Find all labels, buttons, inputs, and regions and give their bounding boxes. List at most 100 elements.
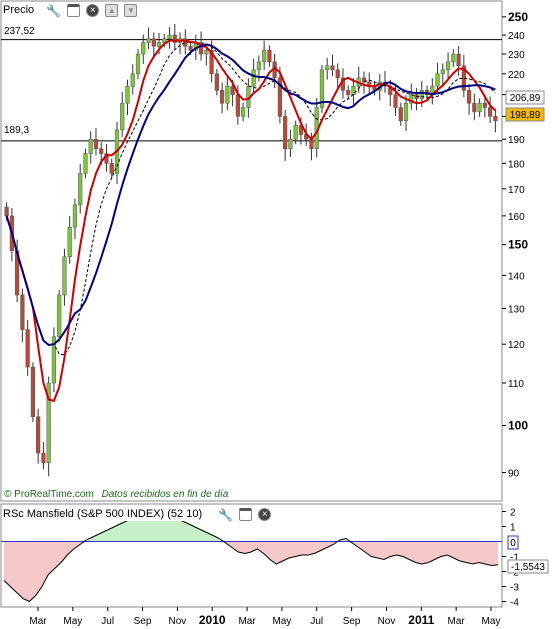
close-icon[interactable]: × bbox=[86, 3, 100, 17]
arrow-up-icon[interactable]: ▲ bbox=[105, 3, 119, 17]
arrow-down-icon[interactable]: ▼ bbox=[124, 3, 138, 17]
price-badge: 198,89 bbox=[510, 110, 541, 121]
candle-body bbox=[482, 102, 487, 108]
ma-badge: 206,89 bbox=[510, 93, 541, 104]
x-tick-label: Nov bbox=[168, 616, 186, 627]
rs-value-badge: -1,5543 bbox=[511, 562, 545, 573]
rs-y-tick-label: -3 bbox=[510, 583, 519, 594]
y-tick-label: 110 bbox=[508, 379, 524, 390]
candle-body bbox=[467, 90, 472, 104]
x-tick-label: May bbox=[272, 616, 291, 627]
candle-body bbox=[403, 102, 409, 122]
watermark: © ProRealTime.com Datos recibidos en fin… bbox=[4, 489, 229, 500]
candle-body bbox=[351, 85, 356, 95]
candle-body bbox=[445, 61, 451, 71]
y-tick-label: 230 bbox=[508, 50, 525, 61]
rs-value-badge-bg bbox=[507, 559, 549, 574]
candle-body bbox=[4, 206, 9, 217]
rs-y-tick-label: -1 bbox=[510, 553, 519, 564]
candle-body bbox=[451, 53, 456, 63]
candle-body bbox=[477, 102, 482, 113]
candle-body bbox=[235, 94, 240, 117]
rs-y-tick-label: -4 bbox=[510, 598, 519, 609]
main-panel-title: Precio bbox=[3, 4, 35, 16]
candle-body bbox=[72, 204, 78, 228]
rs-zero-badge: 0 bbox=[510, 538, 516, 549]
axes: 9010011012013014015016017018019020021022… bbox=[29, 10, 528, 627]
candle-body bbox=[41, 452, 46, 463]
candle-body bbox=[67, 226, 72, 257]
x-tick-label: Sep bbox=[343, 616, 361, 627]
rs-zero-badge-bg bbox=[507, 535, 519, 550]
candle-body bbox=[167, 34, 172, 40]
candle-body bbox=[209, 49, 214, 75]
window-icon[interactable] bbox=[239, 507, 253, 521]
candle-body bbox=[393, 94, 398, 108]
rs-y-tick-label: 1 bbox=[510, 523, 516, 534]
candle-body bbox=[120, 102, 125, 131]
candle-body bbox=[230, 85, 235, 95]
window-icon[interactable] bbox=[67, 3, 81, 17]
y-tick-label: 90 bbox=[508, 469, 520, 480]
x-tick-label: Mar bbox=[238, 616, 256, 627]
x-tick-label: Jul bbox=[310, 616, 323, 627]
main-panel-title-bar: Precio 🔧 × ▲ ▼ bbox=[3, 3, 138, 18]
candle-body bbox=[346, 90, 351, 95]
candle-body bbox=[493, 116, 498, 122]
y-tick-label: 190 bbox=[508, 135, 525, 146]
candle-body bbox=[51, 336, 57, 384]
candle-body bbox=[30, 366, 35, 417]
candle-body bbox=[88, 138, 93, 154]
candle-body bbox=[225, 85, 230, 104]
x-tick-label: May bbox=[63, 616, 82, 627]
candle-body bbox=[325, 65, 330, 71]
candle-body bbox=[472, 102, 477, 113]
candle-body bbox=[125, 85, 130, 104]
candle-body bbox=[141, 42, 146, 55]
candle-body bbox=[78, 173, 83, 206]
candle-body bbox=[361, 77, 367, 83]
watermark-note: Datos recibidos en fin de día bbox=[102, 489, 229, 500]
candle-body bbox=[488, 107, 493, 117]
watermark-brand: © ProRealTime.com bbox=[4, 489, 94, 500]
candle-body bbox=[130, 73, 135, 87]
candle-body bbox=[109, 163, 114, 174]
x-tick-label: Nov bbox=[378, 616, 396, 627]
candle-body bbox=[283, 116, 288, 149]
main-panel-frame bbox=[0, 0, 503, 502]
x-tick-label: Sep bbox=[134, 616, 152, 627]
x-tick-label: Mar bbox=[448, 616, 466, 627]
candle-body bbox=[440, 69, 445, 75]
candle-body bbox=[99, 148, 104, 154]
candle-body bbox=[319, 69, 325, 108]
y-tick-label: 150 bbox=[508, 238, 528, 252]
rs-negative-area bbox=[4, 541, 498, 602]
candle-body bbox=[335, 69, 340, 79]
y-tick-label: 240 bbox=[508, 31, 525, 42]
rs-positive-area bbox=[4, 514, 498, 542]
candle-body bbox=[419, 90, 424, 100]
moving-average-dotted bbox=[6, 41, 496, 356]
main-plot bbox=[1, 23, 502, 477]
y-tick-label: 170 bbox=[508, 185, 525, 196]
candle-body bbox=[251, 69, 256, 87]
ma-badge-bg bbox=[505, 90, 545, 105]
candle-body bbox=[188, 46, 193, 51]
close-icon[interactable]: × bbox=[258, 507, 272, 521]
indicator-panel-title: RSc Mansfield (S&P 500 INDEX) (52 10) bbox=[3, 508, 203, 520]
candle-body bbox=[293, 125, 298, 140]
x-tick-label: 2010 bbox=[199, 613, 226, 627]
y-tick-label: 100 bbox=[508, 419, 528, 433]
x-tick-label: May bbox=[482, 616, 501, 627]
x-tick-label: 2011 bbox=[408, 613, 434, 627]
y-tick-label: 160 bbox=[508, 212, 525, 223]
candle-body bbox=[409, 94, 414, 104]
candle-body bbox=[172, 34, 177, 43]
candle-body bbox=[398, 107, 403, 122]
candle-body bbox=[93, 138, 99, 149]
wrench-icon[interactable]: 🔧 bbox=[46, 3, 62, 18]
wrench-icon[interactable]: 🔧 bbox=[218, 507, 234, 522]
level-high-label: 237,52 bbox=[4, 26, 35, 37]
candle-body bbox=[256, 61, 261, 71]
